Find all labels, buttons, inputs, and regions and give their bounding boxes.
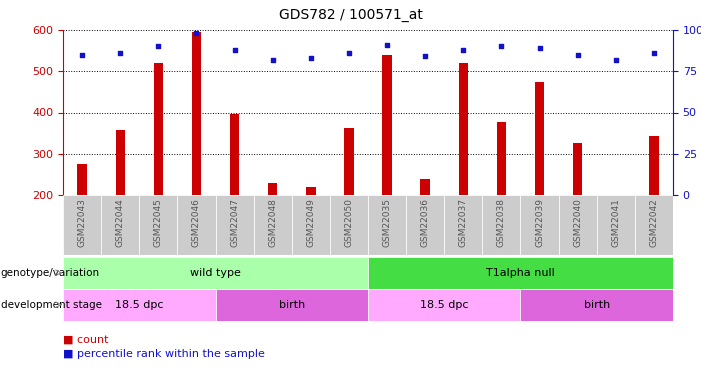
Point bbox=[420, 53, 431, 59]
Bar bbox=[63, 289, 216, 321]
Text: GSM22045: GSM22045 bbox=[154, 198, 163, 247]
Bar bbox=[177, 195, 216, 255]
Point bbox=[267, 57, 278, 63]
Bar bbox=[497, 122, 506, 195]
Text: development stage: development stage bbox=[1, 300, 102, 310]
Bar bbox=[216, 195, 254, 255]
Text: GSM22040: GSM22040 bbox=[573, 198, 582, 247]
Bar bbox=[535, 82, 544, 195]
Point bbox=[458, 47, 469, 53]
Point bbox=[534, 45, 545, 51]
Bar bbox=[63, 195, 101, 255]
Bar bbox=[611, 195, 620, 233]
Text: GSM22035: GSM22035 bbox=[383, 198, 392, 247]
Text: T1alpha null: T1alpha null bbox=[486, 268, 555, 278]
Bar bbox=[192, 32, 201, 195]
Bar bbox=[573, 142, 583, 195]
Point bbox=[305, 55, 316, 61]
Text: GSM22036: GSM22036 bbox=[421, 198, 430, 247]
Text: 18.5 dpc: 18.5 dpc bbox=[420, 300, 468, 310]
Text: GSM22048: GSM22048 bbox=[268, 198, 277, 247]
Text: GSM22041: GSM22041 bbox=[611, 198, 620, 247]
Bar bbox=[559, 195, 597, 255]
Point bbox=[610, 57, 621, 63]
Bar bbox=[421, 179, 430, 195]
Text: GSM22039: GSM22039 bbox=[535, 198, 544, 247]
Text: GDS782 / 100571_at: GDS782 / 100571_at bbox=[278, 8, 423, 21]
Bar bbox=[344, 128, 354, 195]
Text: GSM22047: GSM22047 bbox=[230, 198, 239, 247]
Bar bbox=[101, 195, 139, 255]
Bar bbox=[597, 195, 635, 255]
Bar bbox=[635, 195, 673, 255]
Text: GSM22043: GSM22043 bbox=[78, 198, 87, 247]
Bar bbox=[382, 55, 392, 195]
Bar bbox=[406, 195, 444, 255]
Text: GSM22046: GSM22046 bbox=[192, 198, 201, 247]
Point bbox=[343, 50, 355, 56]
Bar bbox=[368, 195, 406, 255]
Bar bbox=[139, 195, 177, 255]
Point bbox=[115, 50, 126, 56]
Text: GSM22037: GSM22037 bbox=[459, 198, 468, 247]
Bar bbox=[216, 289, 368, 321]
Bar bbox=[368, 257, 673, 289]
Point bbox=[153, 44, 164, 50]
Bar bbox=[116, 130, 125, 195]
Text: GSM22044: GSM22044 bbox=[116, 198, 125, 247]
Text: GSM22049: GSM22049 bbox=[306, 198, 315, 247]
Bar bbox=[292, 195, 330, 255]
Point bbox=[572, 52, 583, 58]
Text: wild type: wild type bbox=[190, 268, 241, 278]
Text: GSM22042: GSM22042 bbox=[649, 198, 658, 247]
Bar bbox=[520, 195, 559, 255]
Point bbox=[648, 50, 660, 56]
Point bbox=[381, 42, 393, 48]
Bar bbox=[444, 195, 482, 255]
Text: 18.5 dpc: 18.5 dpc bbox=[115, 300, 163, 310]
Bar bbox=[458, 63, 468, 195]
Bar bbox=[254, 195, 292, 255]
Point bbox=[191, 30, 202, 36]
Point bbox=[496, 44, 507, 50]
Bar bbox=[330, 195, 368, 255]
Text: birth: birth bbox=[584, 300, 610, 310]
Bar bbox=[368, 289, 520, 321]
Text: ■ count: ■ count bbox=[63, 334, 109, 344]
Bar bbox=[482, 195, 520, 255]
Text: GSM22038: GSM22038 bbox=[497, 198, 506, 247]
Text: ■ percentile rank within the sample: ■ percentile rank within the sample bbox=[63, 350, 265, 359]
Bar bbox=[306, 187, 315, 195]
Text: birth: birth bbox=[279, 300, 305, 310]
Bar bbox=[520, 289, 673, 321]
Bar bbox=[63, 257, 368, 289]
Bar bbox=[230, 114, 239, 195]
Text: GSM22050: GSM22050 bbox=[344, 198, 353, 247]
Point bbox=[76, 52, 88, 58]
Text: genotype/variation: genotype/variation bbox=[1, 268, 100, 278]
Bar bbox=[77, 164, 87, 195]
Point bbox=[229, 47, 240, 53]
Bar bbox=[154, 63, 163, 195]
Bar bbox=[268, 183, 278, 195]
Bar bbox=[649, 136, 659, 195]
